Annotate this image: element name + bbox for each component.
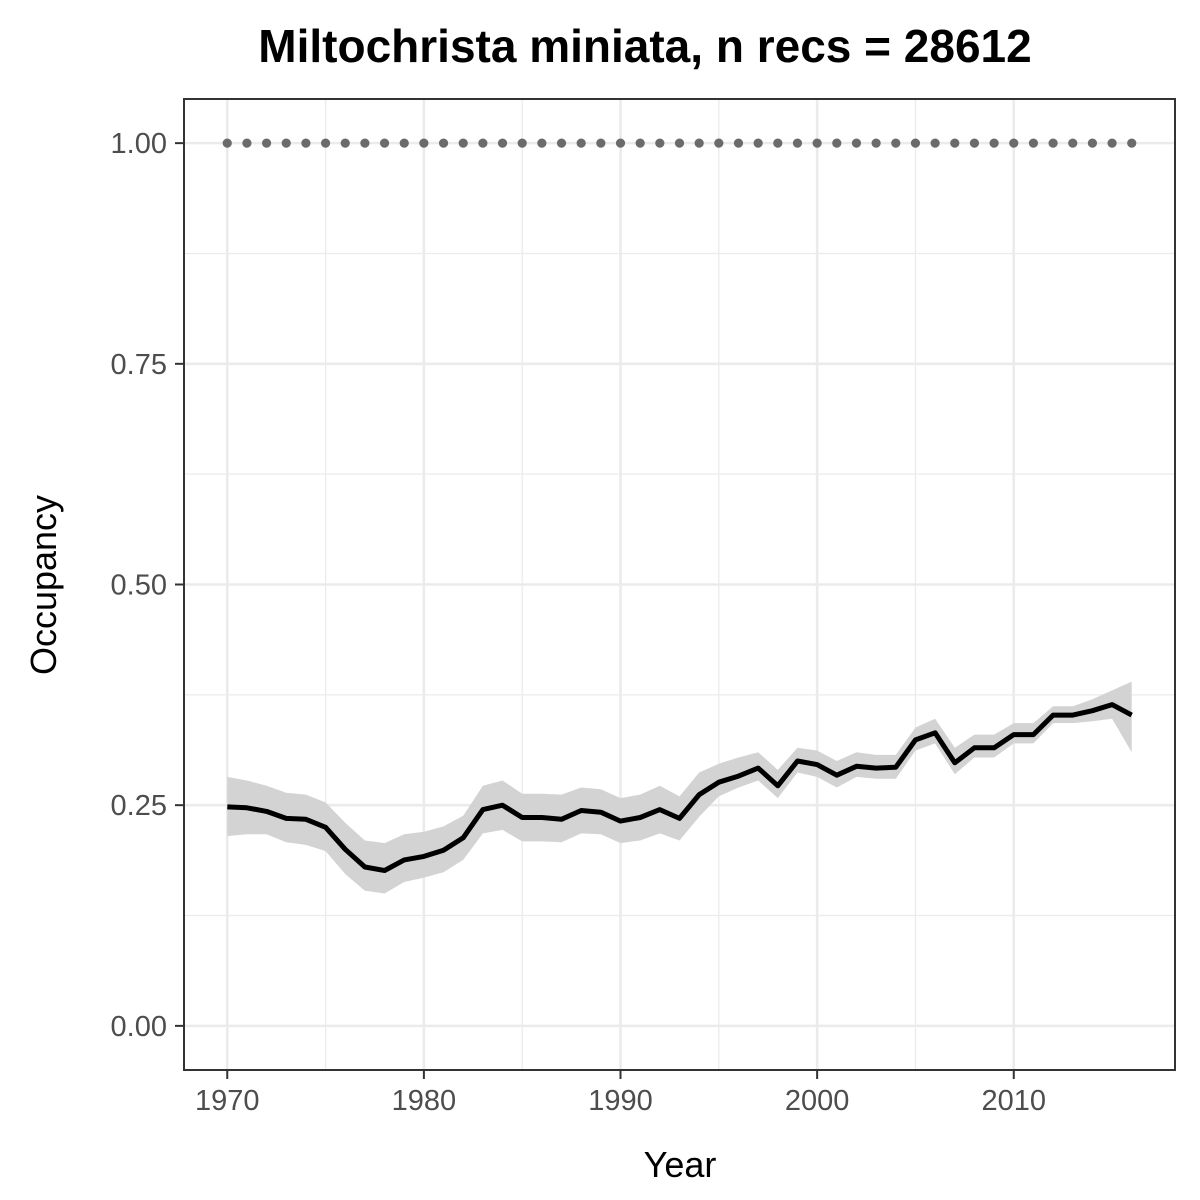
chart-title: Miltochrista miniata, n recs = 28612 bbox=[258, 20, 1031, 72]
observation-dot bbox=[1087, 138, 1098, 148]
y-tick-label: 0.25 bbox=[111, 790, 167, 822]
observation-dot bbox=[832, 138, 842, 148]
observation-dot bbox=[733, 138, 744, 148]
y-tick-label: 1.00 bbox=[111, 128, 167, 160]
x-axis: 1970 1980 1990 2000 2010 bbox=[195, 1070, 1046, 1117]
observation-dot bbox=[537, 138, 547, 148]
observation-dot bbox=[379, 138, 390, 148]
confidence-band bbox=[227, 681, 1132, 894]
observation-dot bbox=[438, 138, 449, 148]
observation-dot bbox=[615, 138, 626, 148]
observation-dot bbox=[871, 138, 881, 148]
observation-dot bbox=[989, 138, 999, 148]
observation-dot bbox=[792, 138, 803, 148]
observation-dot bbox=[360, 138, 370, 148]
observation-dot bbox=[478, 138, 488, 148]
observation-dot bbox=[655, 138, 665, 148]
observation-dot bbox=[261, 138, 272, 148]
observation-dot bbox=[969, 138, 980, 148]
observation-dot bbox=[556, 138, 567, 148]
y-tick-label: 0.75 bbox=[111, 349, 167, 381]
confidence-band-layer bbox=[227, 681, 1132, 894]
observation-dot bbox=[320, 138, 331, 148]
observation-dot bbox=[1009, 138, 1019, 148]
y-axis: 0.00 0.25 0.50 0.75 1.00 bbox=[111, 128, 184, 1043]
observation-dot bbox=[301, 138, 311, 148]
occupancy-line bbox=[227, 702, 1133, 873]
observation-dots-layer bbox=[222, 138, 1137, 148]
observation-dot bbox=[340, 138, 350, 148]
observation-dot bbox=[222, 138, 232, 148]
observation-dot bbox=[773, 138, 783, 148]
x-tick-label: 2000 bbox=[785, 1085, 850, 1117]
observation-dot bbox=[635, 138, 645, 148]
observation-dot bbox=[753, 138, 763, 148]
observation-dot bbox=[930, 138, 940, 148]
x-axis-title: Year bbox=[644, 1144, 717, 1185]
observation-dot bbox=[596, 138, 606, 148]
observation-dot bbox=[458, 138, 468, 148]
observation-dot bbox=[714, 138, 724, 148]
observation-dot bbox=[851, 138, 862, 148]
y-tick-label: 0.00 bbox=[111, 1011, 167, 1043]
x-tick-label: 1990 bbox=[588, 1085, 653, 1117]
y-axis-title: Occupancy bbox=[23, 495, 64, 675]
observation-dot bbox=[242, 138, 252, 148]
observation-dot bbox=[674, 138, 685, 148]
observation-dot bbox=[910, 138, 921, 148]
occupancy-line-layer bbox=[227, 702, 1133, 873]
observation-dot bbox=[419, 138, 429, 148]
observation-dot bbox=[1068, 138, 1078, 148]
observation-dot bbox=[891, 138, 901, 148]
observation-dot bbox=[399, 138, 409, 148]
observation-dot bbox=[812, 138, 822, 148]
observation-dot bbox=[950, 138, 960, 148]
x-tick-label: 1980 bbox=[392, 1085, 457, 1117]
y-tick-label: 0.50 bbox=[111, 570, 167, 602]
observation-dot bbox=[694, 138, 704, 148]
observation-dot bbox=[1028, 138, 1039, 148]
observation-dot bbox=[497, 138, 508, 148]
observation-dot bbox=[576, 138, 586, 148]
observation-dot bbox=[281, 138, 291, 148]
x-tick-label: 2010 bbox=[982, 1085, 1047, 1117]
x-tick-label: 1970 bbox=[195, 1085, 260, 1117]
observation-dot bbox=[1048, 138, 1058, 148]
observation-dot bbox=[517, 138, 527, 148]
observation-dot bbox=[1127, 138, 1137, 148]
observation-dot bbox=[1107, 138, 1117, 148]
